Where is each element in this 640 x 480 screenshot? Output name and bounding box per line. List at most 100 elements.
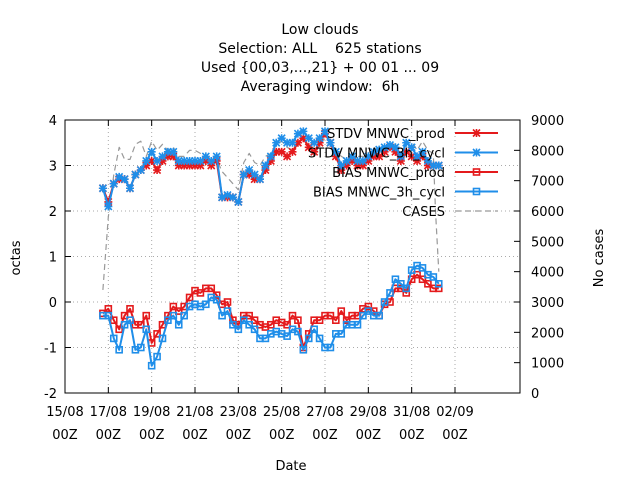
x-tick-label-time: 00Z bbox=[399, 428, 425, 443]
x-axis-label: Date bbox=[275, 459, 306, 474]
x-tick-label: 19/08 bbox=[133, 405, 170, 420]
chart-title-line-1: Low clouds bbox=[281, 22, 359, 38]
data-point bbox=[196, 156, 205, 166]
data-point bbox=[277, 134, 286, 143]
chart-title-line-2: Selection: ALL 625 stations bbox=[218, 41, 422, 57]
data-point bbox=[142, 311, 151, 320]
data-point bbox=[164, 316, 172, 325]
data-point bbox=[153, 330, 161, 338]
series-bias-mnwc-3h-cycl bbox=[99, 261, 443, 370]
data-point bbox=[137, 320, 145, 329]
data-point bbox=[434, 161, 443, 170]
data-point bbox=[429, 273, 438, 281]
data-point bbox=[104, 197, 113, 206]
y-tick-label: 2 bbox=[49, 205, 57, 220]
data-point bbox=[364, 302, 373, 311]
data-point bbox=[185, 161, 194, 170]
y-tick-label: -1 bbox=[44, 342, 57, 357]
data-point bbox=[136, 165, 145, 175]
data-point bbox=[212, 152, 221, 161]
data-point bbox=[131, 170, 140, 179]
data-point bbox=[294, 316, 302, 325]
data-point bbox=[293, 138, 302, 147]
y-tick-label: -2 bbox=[44, 387, 57, 402]
x-tick-label-time: 00Z bbox=[52, 428, 78, 443]
data-point bbox=[185, 293, 194, 302]
data-point bbox=[174, 161, 183, 170]
data-point bbox=[212, 295, 221, 304]
data-point bbox=[326, 343, 335, 352]
legend-label-cases: CASES bbox=[402, 205, 445, 220]
data-point bbox=[402, 138, 411, 147]
data-point bbox=[402, 284, 411, 293]
data-point bbox=[299, 345, 308, 354]
data-point bbox=[434, 284, 443, 293]
data-point bbox=[407, 266, 416, 274]
data-point bbox=[310, 147, 319, 156]
data-point bbox=[223, 298, 232, 306]
data-point bbox=[348, 152, 357, 161]
data-point bbox=[207, 161, 216, 170]
data-point bbox=[104, 305, 113, 313]
data-point bbox=[218, 311, 226, 320]
data-point bbox=[229, 320, 237, 329]
data-point bbox=[266, 152, 275, 161]
data-point bbox=[293, 129, 302, 138]
data-point bbox=[180, 311, 188, 320]
data-point bbox=[255, 175, 265, 184]
data-point bbox=[353, 320, 362, 329]
y2-tick-label: 8000 bbox=[531, 144, 564, 159]
data-point bbox=[337, 330, 346, 338]
data-point bbox=[223, 191, 232, 200]
data-point bbox=[142, 161, 151, 170]
data-point bbox=[423, 161, 432, 170]
legend-label-stdv-mnwc-3h-cycl: STDV MNWC_3h_cycl bbox=[308, 147, 445, 162]
y-tick-label: 0 bbox=[49, 296, 57, 311]
data-point bbox=[250, 170, 259, 179]
data-point bbox=[245, 170, 254, 179]
x-tick-label-time: 00Z bbox=[356, 428, 382, 443]
y2-tick-label: 4000 bbox=[531, 266, 564, 281]
legend-label-stdv-mnwc-prod: STDV MNWC_prod bbox=[327, 127, 445, 142]
data-point bbox=[147, 147, 156, 156]
x-tick-label: 23/08 bbox=[220, 405, 257, 420]
legend-marker bbox=[472, 148, 481, 157]
data-point bbox=[153, 156, 162, 166]
data-point bbox=[413, 152, 422, 161]
data-point bbox=[158, 320, 167, 329]
data-point bbox=[299, 127, 308, 136]
data-point bbox=[115, 172, 124, 181]
data-point bbox=[326, 138, 335, 147]
data-point bbox=[234, 197, 243, 206]
data-point bbox=[245, 311, 253, 320]
data-point bbox=[142, 325, 151, 334]
data-point bbox=[250, 316, 259, 325]
data-point bbox=[391, 147, 400, 156]
data-point bbox=[180, 156, 189, 166]
data-point bbox=[158, 334, 167, 343]
data-point bbox=[402, 289, 411, 297]
x-tick-label: 15/08 bbox=[46, 405, 83, 420]
data-point bbox=[407, 152, 416, 161]
data-point bbox=[239, 170, 248, 179]
y2-tick-label: 7000 bbox=[531, 175, 564, 190]
data-point bbox=[342, 316, 351, 325]
data-point bbox=[147, 361, 156, 370]
data-point bbox=[386, 289, 394, 297]
legend-label-bias-mnwc-prod: BIAS MNWC_prod bbox=[332, 166, 445, 181]
data-point bbox=[163, 152, 172, 161]
data-point bbox=[126, 305, 134, 313]
data-point bbox=[315, 134, 324, 143]
data-point bbox=[369, 152, 378, 161]
data-point bbox=[207, 156, 216, 166]
data-point bbox=[201, 152, 210, 161]
y2-tick-label: 1000 bbox=[531, 357, 564, 372]
data-point bbox=[120, 311, 129, 320]
data-point bbox=[407, 143, 416, 152]
axes: 15/08 00Z 17/08 00Z 19/08 00Z 21/08 00Z 23/08 00Z… bbox=[44, 114, 564, 443]
data-point bbox=[299, 134, 308, 143]
data-point bbox=[174, 320, 183, 329]
data-point bbox=[413, 156, 422, 166]
data-point bbox=[310, 325, 318, 334]
data-point bbox=[169, 311, 178, 320]
